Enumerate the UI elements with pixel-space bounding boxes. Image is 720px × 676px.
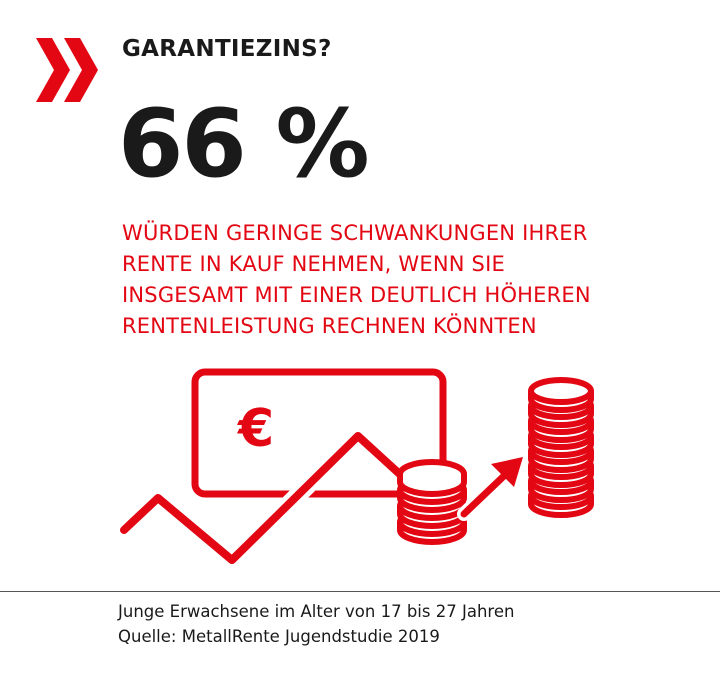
trend-arrow-icon — [457, 457, 523, 521]
footer-source-line: Quelle: MetallRente Jugendstudie 2019 — [118, 627, 440, 646]
trend-line-icon — [120, 432, 419, 564]
description-line: Würden geringe Schwankungen ihrer — [122, 221, 588, 245]
headline: GARANTIEZINS? — [122, 36, 332, 62]
double-chevron-icon — [36, 38, 98, 102]
banknote-icon: € — [191, 368, 447, 498]
divider — [0, 591, 720, 592]
euro-symbol: € — [237, 399, 274, 459]
coin-stack-icon — [528, 377, 594, 518]
footer-sample-line: Junge Erwachsene im Alter von 17 bis 27 … — [118, 602, 515, 621]
stat-value: 66 % — [118, 90, 370, 199]
stat-description: Würden geringe Schwankungen ihrer Rente … — [122, 218, 682, 342]
small-coin-stack-icon — [397, 459, 467, 545]
source-note: Junge Erwachsene im Alter von 17 bis 27 … — [118, 599, 678, 649]
pension-illustration: € — [115, 368, 594, 569]
description-line: Rente in Kauf nehmen, wenn sie — [122, 252, 505, 276]
description-line: Rentenleistung rechnen könnten — [122, 314, 537, 338]
description-line: insgesamt mit einer deutlich höheren — [122, 283, 591, 307]
